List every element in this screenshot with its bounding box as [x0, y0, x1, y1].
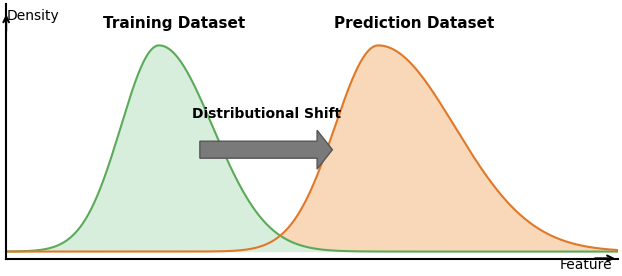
Text: Density: Density	[6, 9, 59, 23]
FancyArrow shape	[200, 130, 332, 169]
Text: Training Dataset: Training Dataset	[103, 16, 246, 31]
Text: Distributional Shift: Distributional Shift	[192, 107, 341, 121]
Text: Prediction Dataset: Prediction Dataset	[334, 16, 494, 31]
Text: Feature: Feature	[560, 258, 613, 272]
